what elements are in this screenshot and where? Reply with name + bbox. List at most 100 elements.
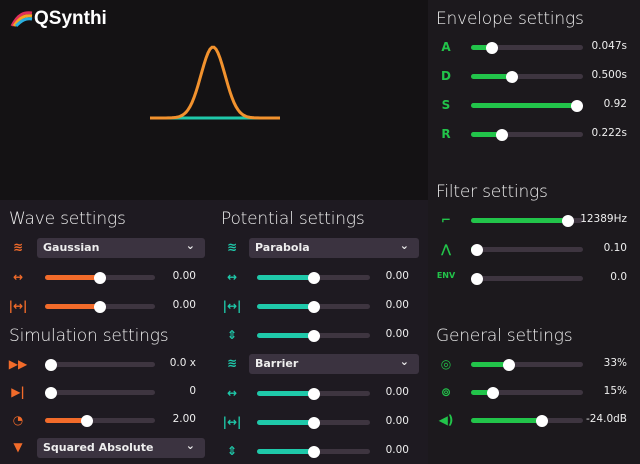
volume-icon: ◀) [438,413,454,427]
slider-value: 12389Hz [580,213,627,225]
width-icon: |↔| [8,299,28,313]
stereo-icon: ◎ [440,357,452,371]
slider-value: 0.0 x [169,357,196,369]
slider-thumb[interactable] [94,271,106,284]
slider-track[interactable] [45,358,155,371]
slider-thumb[interactable] [471,243,483,256]
move-horizontal-icon: ↔ [12,270,24,284]
move-horizontal-icon: ↔ [226,270,238,284]
wave-type-value: Gaussian [43,241,100,254]
slider-track[interactable] [45,271,155,284]
app-logo: QSynthi [10,8,107,30]
potential-type-select-2[interactable]: Barrier ⌄ [249,354,419,374]
slider-value: 33% [603,357,627,369]
slider-thumb[interactable] [471,272,483,285]
slider-thumb[interactable] [80,414,93,427]
slider-thumb[interactable] [503,358,516,371]
measurement-select[interactable]: Squared Absolute ⌄ [37,438,205,458]
move-horizontal-icon: ↔ [226,386,238,400]
slider-fill [45,418,87,423]
chevron-down-icon: ⌄ [399,355,409,368]
wave-settings-title: Wave settings [9,209,126,229]
slider-fill [257,333,314,338]
slider-track[interactable] [471,70,583,83]
slider-thumb[interactable] [307,300,320,313]
slider-value: 0.0 [610,271,627,283]
slider-track[interactable] [471,386,583,399]
slider-thumb[interactable] [487,386,500,399]
fast-forward-icon: ▶▶ [8,357,28,371]
step-icon: ▶| [11,385,25,399]
wave-plot [0,45,428,120]
slider-thumb[interactable] [562,214,575,227]
height-icon: ⇕ [226,328,238,342]
slider-thumb[interactable] [571,99,584,112]
slider-fill [45,304,100,309]
slider-track[interactable] [257,387,370,400]
slider-fill [257,391,314,396]
slider-fill [471,103,578,108]
slider-fill [471,132,503,137]
simulation-settings-title: Simulation settings [9,326,169,346]
slider-thumb[interactable] [496,128,509,141]
slider-track[interactable] [45,386,155,399]
slider-track[interactable] [471,358,583,371]
slider-fill [257,304,314,309]
slider-fill [471,218,569,223]
slider-fill [471,418,542,423]
slider-track[interactable] [257,445,370,458]
slider-thumb[interactable] [45,358,57,371]
slider-thumb[interactable] [486,41,499,54]
slider-value: 0.00 [385,328,409,340]
slider-thumb[interactable] [506,70,519,83]
slider-fill [257,420,314,425]
slider-track[interactable] [257,329,370,342]
slider-track[interactable] [471,414,583,427]
slider-fill [471,45,493,50]
slider-value: 15% [603,385,627,397]
slider-track[interactable] [471,99,584,112]
slider-value: 2.00 [172,413,196,425]
potential-type-select-1[interactable]: Parabola ⌄ [249,238,419,258]
slider-track[interactable] [45,300,155,313]
filter-settings-title: Filter settings [436,182,548,202]
slider-track[interactable] [257,416,370,429]
slider-thumb[interactable] [535,414,548,427]
slider-thumb[interactable] [307,271,320,284]
wave-type-select[interactable]: Gaussian ⌄ [37,238,205,258]
chevron-down-icon: ⌄ [185,239,195,252]
slider-track[interactable] [45,414,155,427]
slider-value: 0.00 [385,270,409,282]
chevron-down-icon: ⌄ [185,439,195,452]
slider-value: 0.00 [385,299,409,311]
slider-thumb[interactable] [307,445,320,458]
potential-type-icon: ≋ [226,356,238,370]
slider-thumb[interactable] [94,300,106,313]
slider-track[interactable] [257,271,370,284]
slider-value: 0.047s [591,40,627,52]
slider-thumb[interactable] [307,387,320,400]
slider-track[interactable] [471,272,583,285]
slider-thumb[interactable] [45,386,57,399]
wave-graph: QSynthi [0,0,428,200]
resonance-icon: ⋀ [440,242,452,256]
slider-track[interactable] [257,300,370,313]
slider-fill [471,390,494,395]
wave-type-icon: ≋ [12,240,24,254]
slider-track[interactable] [471,214,583,227]
slider-fill [471,362,510,367]
measurement-value: Squared Absolute [43,441,154,454]
slider-value: 0 [189,385,196,397]
slider-track[interactable] [471,243,583,256]
slider-thumb[interactable] [307,329,320,342]
slider-track[interactable] [471,128,583,141]
slider-fill [45,275,100,280]
slider-value: 0.00 [385,444,409,456]
voices-icon: ⊚ [440,385,452,399]
slider-track[interactable] [471,41,583,54]
potential-type-value: Parabola [255,241,310,254]
slider-thumb[interactable] [307,416,320,429]
slider-fill [257,449,314,454]
slider-value: 0.10 [603,242,627,254]
label-envelope-slider-S: S [441,98,451,112]
